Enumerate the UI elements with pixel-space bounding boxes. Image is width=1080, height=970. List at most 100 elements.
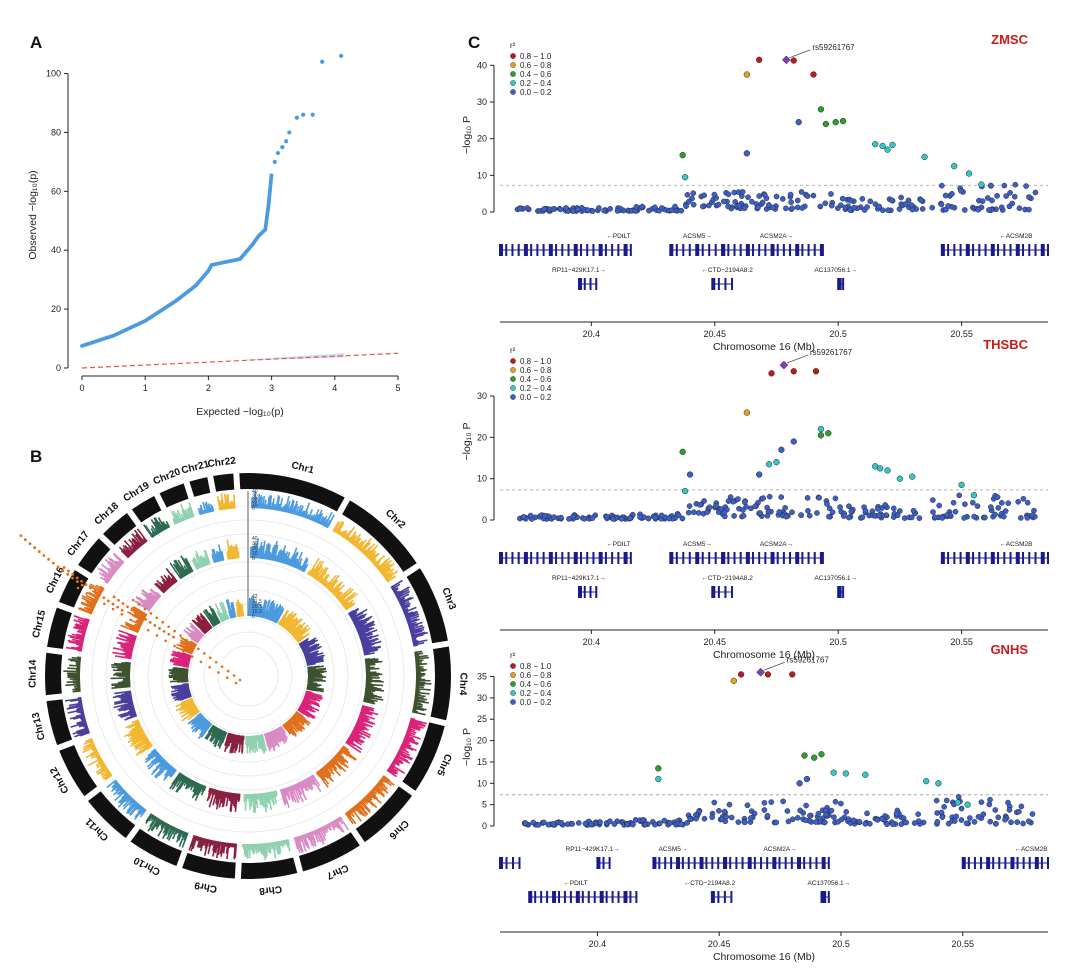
manhattan-bar <box>117 788 125 796</box>
manhattan-bar <box>415 659 424 662</box>
manhattan-bar <box>99 767 109 775</box>
snp-point <box>681 487 689 495</box>
snp-point <box>843 809 850 815</box>
snp-point <box>737 671 745 678</box>
gene-exon <box>681 857 684 869</box>
manhattan-bar <box>176 509 184 522</box>
snp-point <box>773 819 780 826</box>
chromosome-separator <box>125 824 141 843</box>
snp-point <box>915 811 921 818</box>
snp-point <box>965 170 973 177</box>
gene-exon <box>1034 244 1037 256</box>
manhattan-bar <box>95 752 100 756</box>
snp-point <box>1002 508 1009 514</box>
manhattan-bar <box>113 780 118 785</box>
manhattan-bar <box>90 741 94 745</box>
signal-point <box>76 586 80 590</box>
manhattan-bar <box>362 797 369 804</box>
snp-point <box>788 199 794 205</box>
snp-point <box>909 206 916 213</box>
gene-exon <box>839 586 842 598</box>
legend-label: 0.0 − 0.2 <box>520 88 552 97</box>
manhattan-bar <box>155 817 159 822</box>
manhattan-bar <box>105 768 109 772</box>
manhattan-bar <box>104 580 109 584</box>
manhattan-bar <box>393 590 399 594</box>
manhattan-bar <box>305 514 308 519</box>
manhattan-bar <box>72 728 89 735</box>
snp-point <box>992 821 999 827</box>
gene-exon <box>717 891 720 903</box>
snp-point <box>790 368 797 375</box>
gene-exon <box>758 552 761 564</box>
manhattan-bar <box>265 504 269 510</box>
manhattan-bar <box>228 502 232 510</box>
signal-point <box>146 628 150 632</box>
manhattan-bar <box>317 512 324 524</box>
manhattan-bar <box>170 510 179 524</box>
manhattan-bar <box>129 803 140 815</box>
manhattan-bar <box>73 619 89 626</box>
manhattan-bar <box>396 596 401 600</box>
gene-exon <box>978 244 981 256</box>
ring-tick-label: 30 <box>252 541 258 547</box>
snp-point <box>998 500 1005 506</box>
lead-snp-pointer <box>786 354 808 364</box>
signal-point <box>103 602 106 606</box>
manhattan-bar <box>70 698 82 702</box>
manhattan-bar <box>148 814 154 822</box>
snp-point <box>896 206 903 212</box>
manhattan-bar <box>84 725 88 728</box>
snp-point <box>706 504 713 511</box>
manhattan-bar <box>128 799 136 807</box>
gene-label: ←ACSM2B <box>1014 846 1047 853</box>
snp-point <box>910 507 917 514</box>
snp-point <box>864 204 870 210</box>
manhattan-bar <box>114 560 122 567</box>
chromosome-separator <box>233 472 241 491</box>
manhattan-bar <box>408 723 421 729</box>
manhattan-bar <box>160 524 166 531</box>
snp-point <box>675 512 682 519</box>
manhattan-bar <box>97 567 113 579</box>
gene-exon <box>595 278 598 290</box>
gene-label: ←CTD−2194A8.2 <box>684 880 736 887</box>
ring-tick-label: 31.5 <box>252 599 262 605</box>
snp-point <box>832 495 839 502</box>
manhattan-bar <box>398 599 405 604</box>
gene-exon <box>536 552 539 564</box>
manhattan-bar <box>100 769 110 777</box>
manhattan-bar <box>415 656 429 660</box>
manhattan-bar <box>126 796 132 802</box>
manhattan-bar <box>67 667 81 670</box>
snp-point <box>723 813 730 820</box>
manhattan-bar <box>181 517 185 522</box>
manhattan-bar <box>96 754 101 759</box>
x-tick-label: 20.5 <box>829 637 847 647</box>
snp-point <box>693 815 699 822</box>
snp-point <box>810 71 817 78</box>
snp-point <box>731 513 737 519</box>
gene-exon <box>611 552 614 564</box>
manhattan-bar <box>113 786 123 796</box>
snp-point <box>557 206 564 213</box>
signal-point <box>144 617 148 621</box>
manhattan-bar <box>161 824 171 840</box>
snp-point <box>958 805 965 812</box>
manhattan-bar <box>360 541 371 553</box>
manhattan-bar <box>69 714 85 720</box>
snp-point <box>730 677 737 684</box>
snp-point <box>550 821 557 827</box>
snp-point <box>721 808 728 815</box>
manhattan-bar <box>410 628 425 634</box>
manhattan-bar <box>380 563 392 574</box>
manhattan-bar <box>412 639 417 642</box>
manhattan-bar <box>153 521 162 533</box>
gene-exon <box>721 552 726 564</box>
manhattan-bar <box>327 823 333 831</box>
manhattan-bar <box>182 682 189 686</box>
manhattan-bar <box>406 730 411 733</box>
manhattan-bar <box>116 788 124 796</box>
gene-label: ACSM2A→ <box>760 541 793 548</box>
